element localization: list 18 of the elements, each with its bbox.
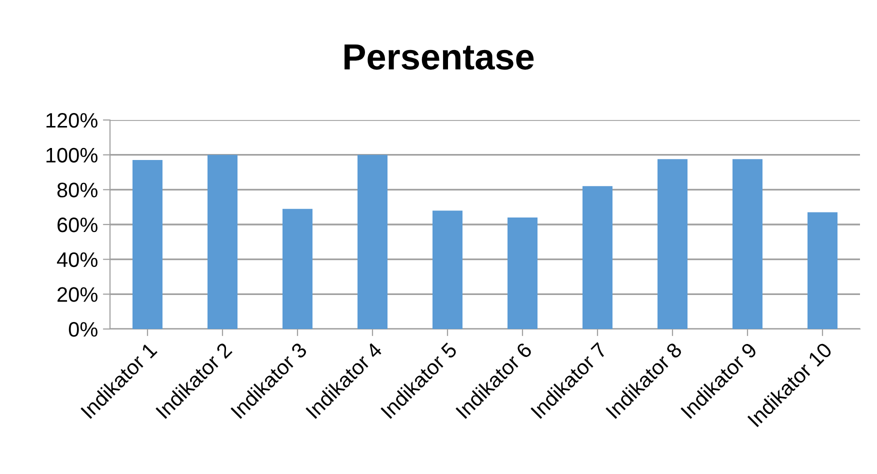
- y-tick-label: 40%: [56, 252, 98, 268]
- bar: [658, 159, 688, 329]
- bar: [282, 208, 312, 329]
- y-tick-label: 0%: [68, 322, 98, 337]
- bar: [432, 210, 462, 329]
- bar: [208, 154, 238, 329]
- bar: [732, 159, 762, 329]
- bar: [508, 218, 538, 329]
- y-tick-label: 60%: [58, 218, 98, 232]
- y-tick-label: 100%: [46, 148, 98, 163]
- y-tick-label: 80%: [57, 182, 98, 198]
- y-tick-label: 120%: [46, 113, 98, 128]
- bar: [582, 186, 612, 329]
- bar: [358, 154, 388, 329]
- bar: [132, 160, 162, 329]
- chart-title: Persentase: [344, 44, 534, 70]
- bar: [808, 212, 838, 329]
- y-tick-label: 20%: [58, 287, 98, 302]
